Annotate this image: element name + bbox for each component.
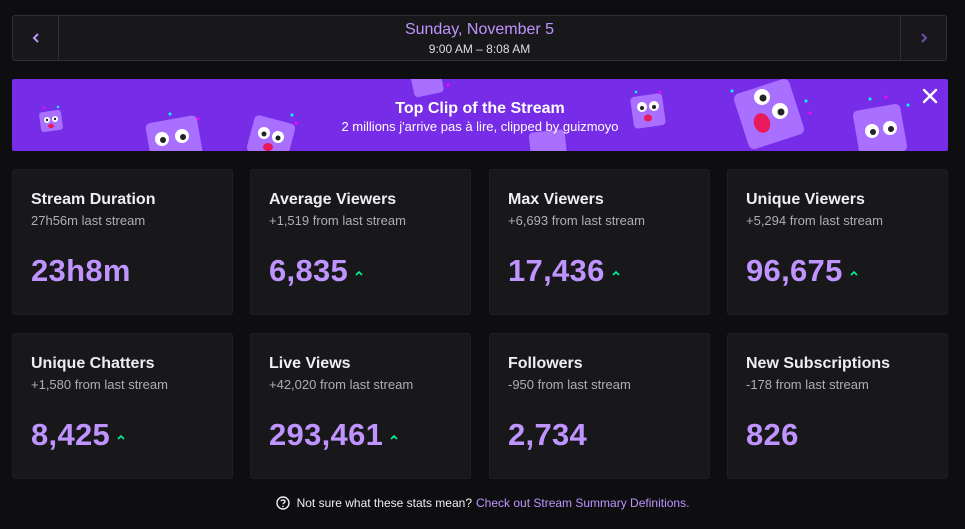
stream-date-title: Sunday, November 5	[404, 21, 555, 38]
mascot-icon	[852, 95, 910, 151]
stat-value: 6,835	[269, 253, 349, 288]
stat-card-followers: Followers -950 from last stream 2,734	[489, 333, 710, 479]
stat-comparison: +1,580 from last stream	[31, 377, 168, 392]
stat-value: 23h8m	[31, 253, 131, 288]
stat-title: Live Views	[269, 355, 351, 372]
mascot-icon	[410, 79, 450, 98]
mascot-icon	[246, 113, 298, 151]
mascot-icon	[528, 129, 568, 151]
stat-title: Max Viewers	[508, 191, 604, 208]
trend-up-icon	[355, 270, 363, 276]
stream-time-range: 9:00 AM – 8:08 AM	[428, 42, 531, 56]
chevron-right-icon	[920, 33, 927, 43]
next-stream-button[interactable]	[900, 16, 946, 60]
trend-up-icon	[850, 270, 858, 276]
trend-up-icon	[117, 434, 125, 440]
stat-comparison: +1,519 from last stream	[269, 213, 406, 228]
top-clip-banner[interactable]: Top Clip of the Stream 2 millions j'arri…	[12, 79, 948, 151]
mascot-icon	[145, 112, 203, 151]
date-navigation-bar: Sunday, November 5 9:00 AM – 8:08 AM	[12, 15, 947, 61]
stat-value: 8,425	[31, 417, 111, 452]
trend-up-icon	[612, 270, 620, 276]
stat-card-new-subscriptions: New Subscriptions -178 from last stream …	[727, 333, 948, 479]
help-circle-icon	[275, 496, 290, 510]
stat-comparison: +42,020 from last stream	[269, 377, 414, 392]
help-question-text: Not sure what these stats mean?	[296, 496, 472, 510]
stat-comparison: 27h56m last stream	[31, 213, 146, 228]
close-icon	[922, 88, 938, 104]
stat-title: Unique Chatters	[31, 355, 155, 372]
stream-summary-definitions-link[interactable]: Check out Stream Summary Definitions.	[476, 496, 690, 510]
stat-comparison: -950 from last stream	[508, 377, 631, 392]
stat-card-stream-duration: Stream Duration 27h56m last stream 23h8m	[12, 169, 233, 315]
mascot-icon	[39, 105, 63, 133]
mascot-icon	[630, 90, 666, 129]
stat-card-live-views: Live Views +42,020 from last stream 293,…	[250, 333, 471, 479]
stat-card-average-viewers: Average Viewers +1,519 from last stream …	[250, 169, 471, 315]
stat-value: 17,436	[508, 253, 605, 288]
trend-up-icon	[390, 434, 398, 440]
close-banner-button[interactable]	[920, 86, 940, 106]
stat-comparison: +5,294 from last stream	[746, 213, 883, 228]
stat-title: Followers	[508, 355, 583, 372]
stat-value: 96,675	[746, 253, 843, 288]
stat-card-max-viewers: Max Viewers +6,693 from last stream 17,4…	[489, 169, 710, 315]
stat-card-unique-viewers: Unique Viewers +5,294 from last stream 9…	[727, 169, 948, 315]
top-clip-subtitle: 2 millions j'arrive pas à lire, clipped …	[341, 119, 619, 134]
stats-help-footer: Not sure what these stats mean? Check ou…	[0, 496, 965, 510]
stream-date: Sunday, November 5 9:00 AM – 8:08 AM	[59, 16, 900, 60]
stat-title: New Subscriptions	[746, 355, 891, 372]
stat-value: 2,734	[508, 417, 588, 452]
top-clip-title: Top Clip of the Stream	[395, 100, 565, 117]
previous-stream-button[interactable]	[13, 16, 59, 60]
stat-title: Stream Duration	[31, 191, 156, 208]
stat-comparison: +6,693 from last stream	[508, 213, 645, 228]
chevron-left-icon	[32, 33, 39, 43]
stat-title: Average Viewers	[269, 191, 397, 208]
stat-value: 293,461	[269, 417, 384, 452]
stat-card-unique-chatters: Unique Chatters +1,580 from last stream …	[12, 333, 233, 479]
stat-comparison: -178 from last stream	[746, 377, 869, 392]
stat-value: 826	[746, 417, 799, 452]
stat-title: Unique Viewers	[746, 191, 865, 208]
mascot-icon	[730, 79, 812, 149]
top-clip-text[interactable]: Top Clip of the Stream 2 millions j'arri…	[12, 99, 948, 135]
